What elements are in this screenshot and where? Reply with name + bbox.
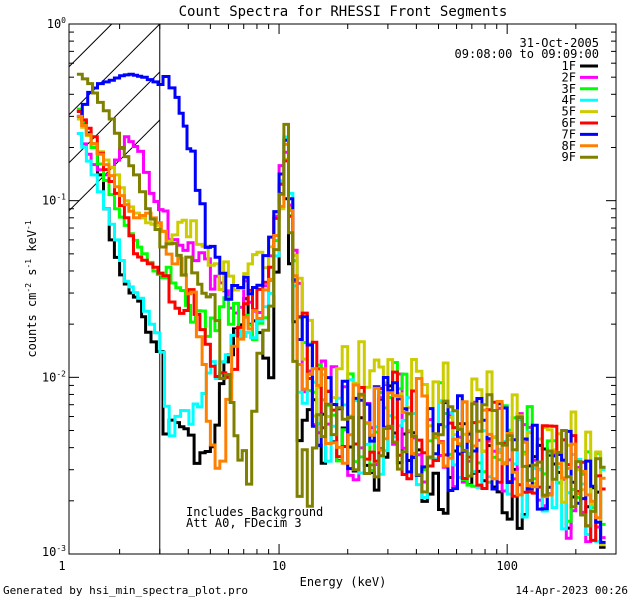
hatch-line	[68, 23, 113, 68]
x-tick-label: 10	[272, 559, 286, 573]
legend-label-5F: 5F	[562, 105, 576, 119]
y-axis-label: counts cm-2 s-1 keV-1	[24, 220, 39, 357]
observation-date: 31-Oct-2005	[520, 36, 599, 50]
footer-generated-by: Generated by hsi_min_spectra_plot.pro	[3, 584, 248, 597]
legend-label-9F: 9F	[562, 150, 576, 164]
series-group	[76, 72, 606, 549]
legend-label-3F: 3F	[562, 82, 576, 96]
y-tick-label: 100	[47, 16, 66, 31]
annotation-background: Includes Background	[186, 505, 323, 519]
legend-label-8F: 8F	[562, 139, 576, 153]
observation-time-range: 09:08:00 to 09:09:00	[455, 47, 600, 61]
x-tick-label: 100	[496, 559, 518, 573]
legend-label-1F: 1F	[562, 59, 576, 73]
y-tick-label: 10-1	[42, 193, 66, 208]
plot-frame	[68, 23, 617, 555]
footer-timestamp: 14-Apr-2023 00:26	[515, 584, 628, 597]
x-tick-labels: 1 10 100	[58, 559, 518, 573]
y-tick-labels: 100 10-1 10-2 10-3	[42, 16, 66, 559]
chart-title: Count Spectra for RHESSI Front Segments	[179, 4, 508, 20]
axis-ticks	[69, 23, 617, 555]
y-tick-label: 10-2	[42, 369, 66, 384]
legend-label-6F: 6F	[562, 116, 576, 130]
legend-label-7F: 7F	[562, 127, 576, 141]
y-tick-label: 10-3	[42, 544, 66, 559]
series-8F	[76, 114, 606, 520]
annotation-attenuator: Att A0, FDecim 3	[186, 516, 302, 530]
legend-label-4F: 4F	[562, 93, 576, 107]
hatch-line	[68, 23, 161, 116]
x-tick-label: 1	[58, 559, 65, 573]
legend-label-2F: 2F	[562, 70, 576, 84]
series-9F	[76, 72, 606, 528]
x-axis-label: Energy (keV)	[300, 575, 387, 589]
